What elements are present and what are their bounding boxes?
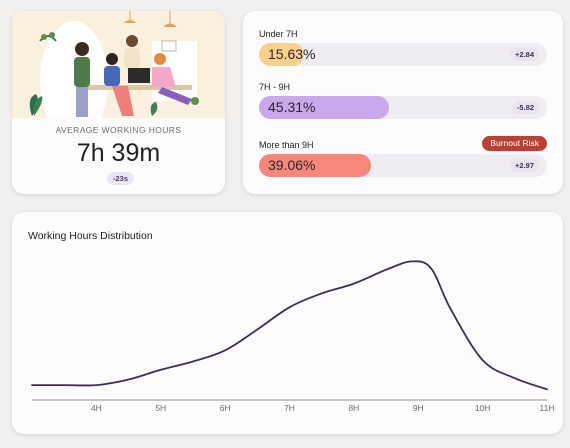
x-tick-label: 8H [348, 403, 359, 413]
average-hours-delta-badge: -23s [107, 172, 135, 185]
burnout-risk-badge: Burnout Risk [482, 136, 547, 151]
working-hours-distribution-card: 4H 5H 6H 7H 8H 9H 10H 11H Working Hours Distrib… [12, 212, 563, 434]
x-tick-label: 9H [413, 403, 424, 413]
split-row-title: 7H - 9H [259, 82, 291, 92]
average-hours-value: 7h 39m [76, 139, 161, 167]
x-tick-label: 7H [284, 403, 295, 413]
split-row-title: Under 7H [259, 29, 298, 39]
split-bar-track: 39.06% +2.97 [259, 154, 547, 177]
distribution-chart: 4H 5H 6H 7H 8H 9H 10H 11H [31, 260, 555, 413]
x-tick-label: 6H [220, 403, 231, 413]
team-illustration [12, 11, 225, 118]
split-percent: 39.06% [268, 157, 316, 173]
split-percent: 15.63% [268, 46, 316, 62]
split-row-title: More than 9H [259, 140, 314, 150]
x-tick-label: 4H [91, 403, 102, 413]
average-hours-card: AVERAGE WORKING HOURS 7h 39m -23s [12, 11, 225, 194]
split-bar-fill [259, 154, 372, 177]
chart-title: Working Hours Distribution [28, 230, 153, 242]
x-tick-label: 5H [155, 403, 166, 413]
average-hours-label: AVERAGE WORKING HOURS [55, 125, 182, 135]
x-tick-label: 10H [475, 403, 491, 413]
split-bar-track: 45.31% -5.82 [259, 96, 547, 119]
split-bar-fill [259, 96, 390, 119]
split-percent: 45.31% [268, 99, 316, 115]
split-bar-track: 15.63% +2.84 [259, 43, 547, 66]
distribution-series-line [31, 260, 548, 391]
split-delta-badge: -5.82 [511, 101, 539, 114]
split-delta-badge: +2.97 [510, 159, 539, 172]
split-bar-fill [259, 43, 304, 66]
hour-split-card: Under 7H 15.63% +2.84 7H - 9H 45.31% -5.… [243, 11, 563, 194]
x-tick-label: 11H [540, 403, 555, 413]
split-delta-badge: +2.84 [510, 48, 539, 61]
